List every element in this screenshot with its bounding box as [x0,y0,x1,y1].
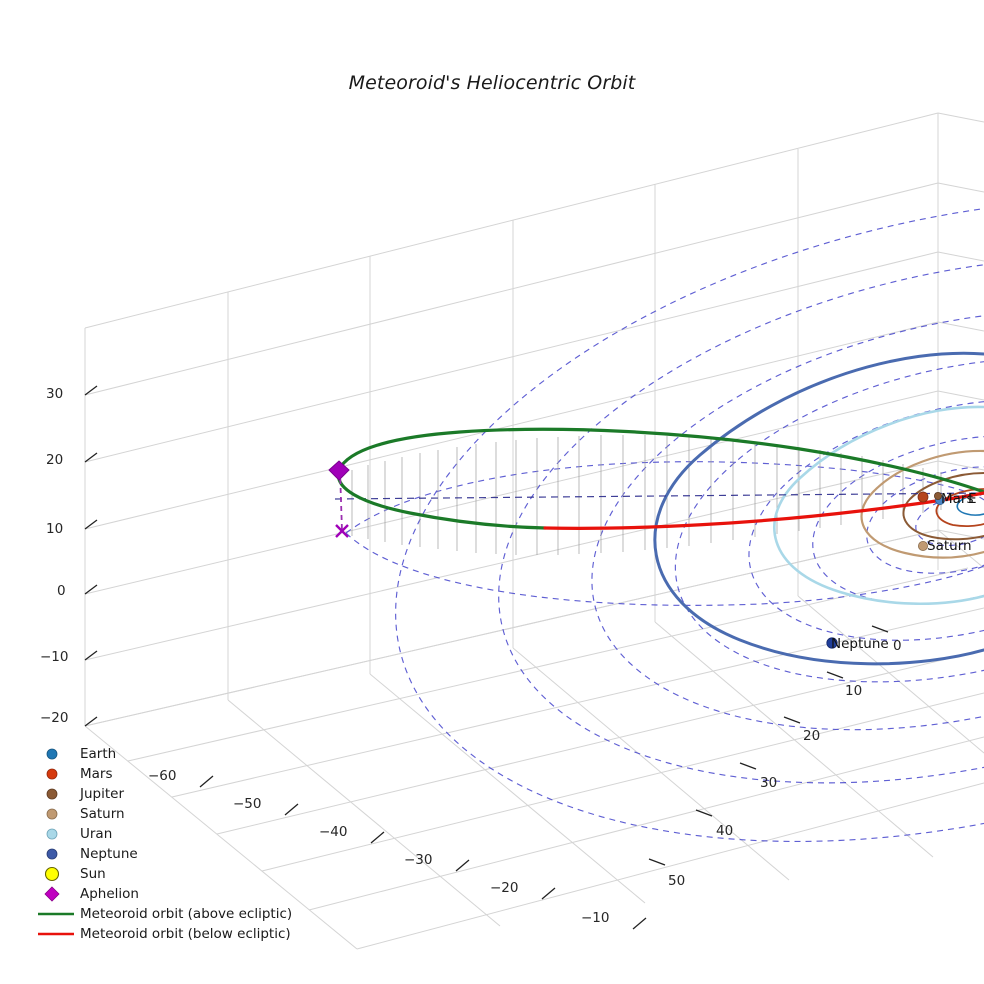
legend-label: Saturn [80,806,125,822]
z-tick-label: −20 [40,710,69,726]
planet-orbit-curves [653,351,984,666]
mars-label: Mars [941,491,974,507]
x-tick-label: −30 [404,852,433,868]
legend-label: Meteoroid orbit (below ecliptic) [80,926,291,942]
orbit-saturn [860,449,984,559]
page-title: Meteoroid's Heliocentric Orbit [348,72,636,94]
legend-item-jupiter[interactable]: Jupiter [36,784,286,804]
y-tick-label: 20 [803,728,821,744]
x-tick-label: −40 [319,824,348,840]
projected-planet-orbits [345,197,984,843]
mars-dot [917,491,929,503]
aphelion-drop-line [339,469,343,532]
earth-marker-icon [36,744,80,764]
y-tick-label: 40 [716,823,734,839]
meteoroid-orbit-below-ecliptic [543,491,984,530]
y-tick-label: 0 [893,638,902,654]
red-line-icon [36,924,80,944]
z-tick-label: −10 [40,649,69,665]
mars-marker-icon [36,764,80,784]
z-tick-label: 0 [57,583,66,599]
legend-label: Neptune [80,846,138,862]
sun-marker-icon [36,864,80,884]
aphelion-diamond-marker [328,460,350,481]
meteoroid-orbit-above-ecliptic [337,427,984,494]
legend: Earth Mars Jupiter Saturn Uran [36,744,292,944]
neptune-marker-icon [36,844,80,864]
earth-label: E [968,491,977,507]
legend-label: Jupiter [80,786,125,802]
legend-label: Sun [80,866,106,882]
neptune-label: Neptune [831,636,889,652]
legend-item-neptune[interactable]: Neptune [36,844,286,864]
legend-item-orbit-above-ecliptic[interactable]: Meteoroid orbit (above ecliptic) [36,904,292,924]
legend-item-uran[interactable]: Uran [36,824,286,844]
orbit-uran [773,405,984,605]
legend-label: Uran [80,826,113,842]
jupiter-dot [934,491,943,500]
legend-item-earth[interactable]: Earth [36,744,286,764]
green-line-icon [36,904,80,924]
jupiter-marker-icon [36,784,80,804]
orbit-drop-lines [351,435,942,555]
saturn-dot [918,541,929,552]
y-tick-label: 10 [845,683,863,699]
legend-label: Earth [80,746,117,762]
x-tick-label: −60 [148,768,177,784]
orbit-mars [935,488,984,527]
saturn-marker-icon [36,804,80,824]
saturn-label: Saturn [927,538,972,554]
uran-marker-icon [36,824,80,844]
legend-item-orbit-below-ecliptic[interactable]: Meteoroid orbit (below ecliptic) [36,924,291,944]
legend-label: Aphelion [80,886,139,902]
legend-item-saturn[interactable]: Saturn [36,804,286,824]
orbit-neptune [653,351,984,666]
z-tick-label: 20 [46,452,64,468]
legend-item-mars[interactable]: Mars [36,764,286,784]
neptune-dot [826,637,838,649]
meteoroid-orbit-above-ecliptic-lower [336,469,547,530]
z-tick-label: 30 [46,386,64,402]
y-tick-label: 50 [668,873,686,889]
aphelion-projection-x-marker [335,524,349,538]
legend-label: Meteoroid orbit (above ecliptic) [80,906,293,922]
z-tick-label: 10 [46,521,64,537]
legend-item-aphelion[interactable]: Aphelion [36,884,286,904]
legend-item-sun[interactable]: Sun [36,864,286,884]
tick-marks [84,385,889,930]
x-tick-label: −20 [490,880,519,896]
planet-position-markers [826,491,946,649]
ecliptic-reference-line [334,492,984,500]
aphelion-marker-icon [36,884,80,904]
x-tick-label: −50 [233,796,262,812]
y-tick-label: 30 [760,775,778,791]
x-tick-label: −10 [581,910,610,926]
legend-label: Mars [80,766,113,782]
